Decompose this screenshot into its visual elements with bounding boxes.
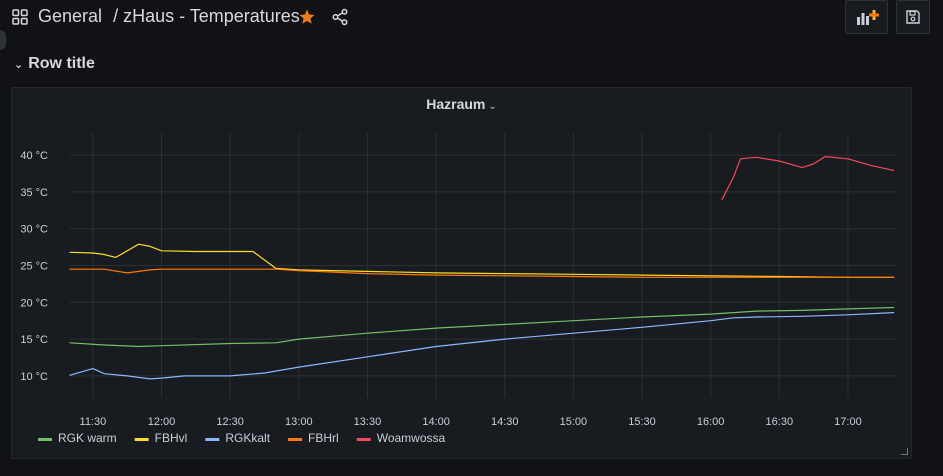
- x-tick-label: 13:00: [285, 416, 313, 428]
- x-tick-label: 14:30: [491, 416, 519, 428]
- row-header[interactable]: ⌄ Row title: [14, 55, 95, 73]
- legend-label: Woamwossa: [377, 431, 446, 445]
- time-series-chart[interactable]: 10 °C 15 °C 20 °C 25 °C 30 °C 35 °C 40 °C 11:30…: [12, 88, 911, 458]
- dashboard-nav-bar: General / zHaus - Temperatures: [0, 0, 943, 36]
- y-tick-label: 20 °C: [20, 297, 48, 309]
- apps-grid-icon[interactable]: [12, 9, 28, 25]
- x-tick-label: 16:00: [697, 416, 725, 428]
- panel-header[interactable]: Hazraum ⌄: [12, 96, 911, 112]
- graph-panel: Hazraum ⌄ 10 °C 15 °C 20 °C 25 °C 30 °C 35 °C 4…: [11, 87, 912, 459]
- x-tick-label: 12:30: [216, 416, 244, 428]
- save-icon: [906, 10, 920, 24]
- y-tick-label: 10 °C: [20, 371, 48, 383]
- row-title: Row title: [28, 55, 95, 72]
- x-tick-label: 11:30: [80, 416, 107, 428]
- y-tick-label: 30 °C: [20, 224, 48, 236]
- x-tick-label: 14:00: [422, 416, 450, 428]
- series-line: [69, 306, 895, 348]
- y-tick-label: 35 °C: [20, 187, 48, 199]
- series-line: [69, 312, 895, 380]
- legend-label: FBHvl: [155, 431, 188, 445]
- x-tick-label: 13:30: [354, 416, 382, 428]
- series-line: [69, 268, 895, 278]
- breadcrumb-dashboard-title[interactable]: / zHaus - Temperatures: [113, 6, 300, 26]
- legend-item[interactable]: FBHrl: [288, 431, 339, 445]
- x-tick-label: 15:30: [628, 416, 656, 428]
- series-line: [721, 155, 895, 200]
- series-line: [69, 243, 895, 278]
- legend-label: FBHrl: [308, 431, 339, 445]
- legend-swatch: [356, 438, 371, 441]
- y-tick-label: 40 °C: [20, 150, 48, 162]
- legend-swatch: [38, 438, 52, 441]
- legend-label: RGK warm: [58, 431, 117, 445]
- star-icon[interactable]: [298, 8, 316, 26]
- x-tick-label: 17:00: [834, 416, 862, 428]
- chevron-down-icon: ⌄: [14, 58, 24, 71]
- side-menu-toggle[interactable]: [0, 30, 6, 50]
- legend-swatch: [134, 438, 149, 441]
- resize-handle[interactable]: [901, 448, 908, 455]
- legend-item[interactable]: RGKkalt: [205, 431, 271, 445]
- legend-swatch: [205, 438, 220, 441]
- legend-label: RGKkalt: [225, 431, 270, 445]
- breadcrumb-folder[interactable]: General: [38, 6, 103, 26]
- legend-item[interactable]: RGK warm: [38, 431, 117, 445]
- x-tick-label: 12:00: [148, 416, 176, 428]
- x-tick-label: 15:00: [560, 416, 588, 428]
- breadcrumb: General / zHaus - Temperatures: [38, 6, 306, 27]
- add-panel-icon: [856, 10, 879, 25]
- y-tick-label: 15 °C: [20, 334, 48, 346]
- chevron-down-icon: ⌄: [488, 101, 497, 112]
- legend-swatch: [288, 438, 303, 441]
- x-tick-label: 16:30: [766, 416, 794, 428]
- y-tick-label: 25 °C: [20, 261, 48, 273]
- legend-item[interactable]: FBHvl: [134, 431, 188, 445]
- save-dashboard-button[interactable]: [896, 0, 930, 34]
- legend-item[interactable]: Woamwossa: [356, 431, 446, 445]
- share-icon[interactable]: [331, 8, 349, 26]
- panel-title: Hazraum: [426, 96, 486, 112]
- add-panel-button[interactable]: [845, 0, 888, 34]
